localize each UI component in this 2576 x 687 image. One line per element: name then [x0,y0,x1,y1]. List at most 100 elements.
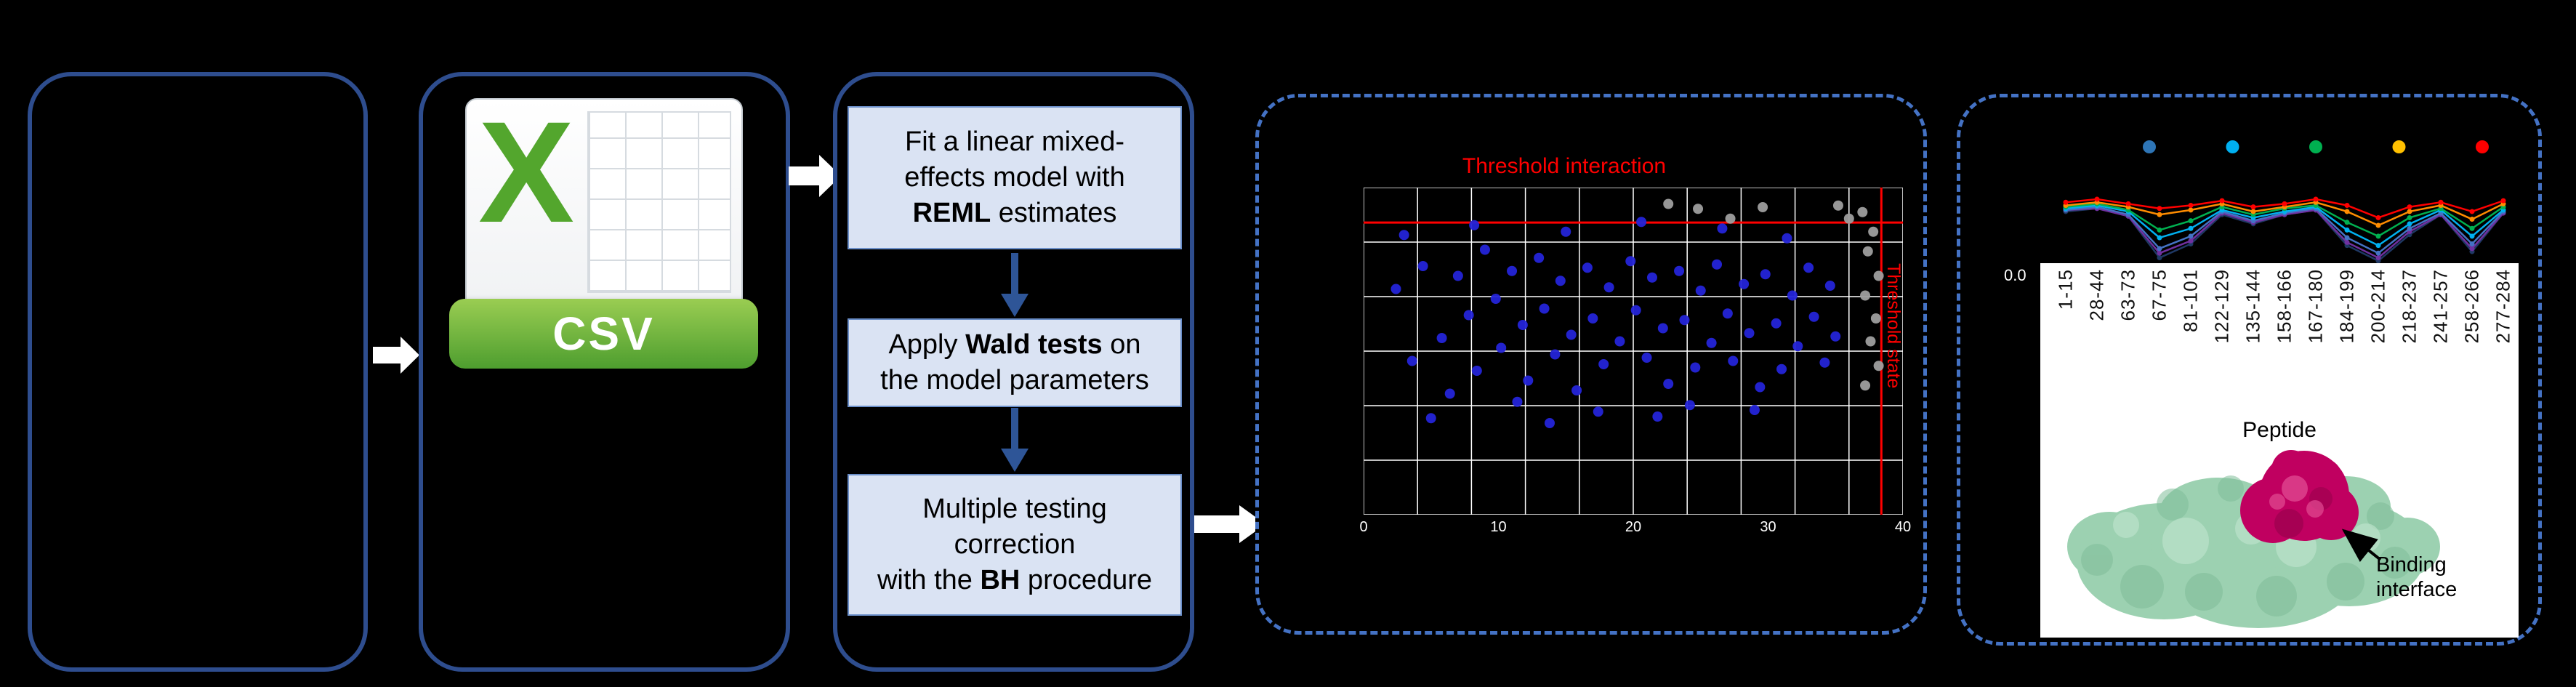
line-point [2344,202,2350,208]
flow-arrow-1 [373,334,421,380]
peptide-tick-label: 258-266 [2460,269,2483,344]
scatter-point [1868,226,1879,237]
line-point [2157,246,2162,252]
scatter-point [1684,400,1695,411]
line-point [2188,207,2194,213]
scatter-point [1679,315,1690,326]
line-point [2313,196,2319,202]
binding-interface-arrow [2341,529,2382,563]
peptide-axis-label: Peptide [2242,418,2317,442]
scatter-x-tick: 0 [1359,519,1368,535]
line-point [2219,198,2225,204]
line-point [2375,243,2381,249]
line-point [2469,217,2475,222]
scatter-point [1507,265,1518,276]
scatter-point [1544,418,1555,428]
scatter-point [1728,355,1739,366]
peptide-tick-label: 63-73 [2117,269,2139,321]
scatter-point [1614,336,1625,347]
line-point [2375,255,2381,261]
scatter-point [1749,405,1760,415]
flow-arrow-3 [1194,503,1267,549]
visualisation-panel: 0.0 1-15 28-44 63-73 67-75 81-101 122-129 135-… [1957,94,2542,646]
scatter-point [1550,349,1561,360]
statistics-steps-panel: Fit a linear mixed-effects model with REM… [833,72,1194,672]
scatter-point [1625,256,1636,267]
scatter-point [1555,276,1566,286]
threshold-state-label: Threshold state [1883,263,1904,389]
line-point [2157,250,2162,256]
line-point [2250,204,2256,210]
excel-x-logo: X [478,92,575,252]
scatter-point [1398,230,1409,241]
csv-input-panel: X CSV [419,72,790,672]
scatter-point [1657,323,1668,334]
step-down-arrow-1 [1000,253,1029,322]
scatter-point [1598,359,1609,369]
scatter-point [1641,353,1652,363]
scatter-title: Threshold interaction [1462,154,1667,178]
scatter-x-ticks: 0 10 20 30 40 [1359,519,1911,541]
peptide-tick-label: 122-129 [2210,269,2233,344]
scatter-point [1646,272,1657,283]
line-point [2282,201,2287,206]
scatter-point [1722,308,1733,319]
line-point [2500,198,2506,204]
scatter-point [1792,341,1803,352]
scatter-point [1843,213,1854,224]
right-arrow-icon [373,337,419,374]
scatter-point [1566,329,1577,340]
scatter-point [1870,313,1881,324]
protein-structure-illustration [2067,450,2440,628]
scatter-point [1539,303,1550,314]
right-arrow-icon [789,155,841,197]
scatter-canvas [1363,187,1904,515]
y-axis-zero-tick: 0.0 [2004,266,2026,284]
line-point [2344,209,2350,214]
spreadsheet-grid-icon [587,111,731,293]
scatter-point [1873,270,1884,281]
scatter-point [1463,310,1474,321]
scatter-point [1739,278,1750,289]
scatter-point [1534,252,1545,263]
scatter-point [1587,313,1598,324]
uptake-line-chart [2045,122,2533,276]
scatter-point [1561,226,1571,237]
step-box-wald: Apply Wald tests on the model parameters [848,318,1182,407]
line-point [2344,220,2350,225]
step-box-text: Fit a linear mixed-effects model with REM… [904,126,1125,228]
peptide-tick-label: 218-237 [2398,269,2420,344]
right-arrow-icon [1194,505,1265,543]
peptide-tick-label: 241-257 [2429,269,2452,344]
scatter-point [1593,406,1603,417]
scatter-point [1490,294,1501,304]
scatter-x-tick: 40 [1894,519,1912,535]
scatter-point [1571,385,1582,395]
scatter-point [1803,262,1814,273]
scatter-point [1782,233,1792,244]
scatter-point [1471,366,1482,376]
line-point [2375,233,2381,239]
line-chart-canvas [2063,140,2506,264]
scatter-point [1760,269,1771,280]
scatter-point [1862,246,1873,257]
scatter-point [1695,285,1706,296]
scatter-point [1725,213,1736,224]
scatter-point [1690,362,1701,373]
line-point [2375,222,2381,228]
scatter-point [1496,342,1507,353]
scatter-x-tick: 30 [1760,519,1776,535]
legend-dot [2309,140,2322,153]
binding-site-surface [2240,450,2359,543]
scatter-point [1452,270,1463,281]
binding-interface-label: Binding interface [2376,553,2458,601]
flow-arrow-2 [789,151,842,204]
line-point [2407,209,2412,214]
peptide-tick-label: 167-180 [2304,269,2327,344]
line-point [2250,209,2256,214]
line-point [2407,214,2412,220]
scatter-point [1603,282,1614,293]
line-point [2344,227,2350,233]
scatter-point [1758,202,1768,212]
scatter-point [1417,261,1428,271]
